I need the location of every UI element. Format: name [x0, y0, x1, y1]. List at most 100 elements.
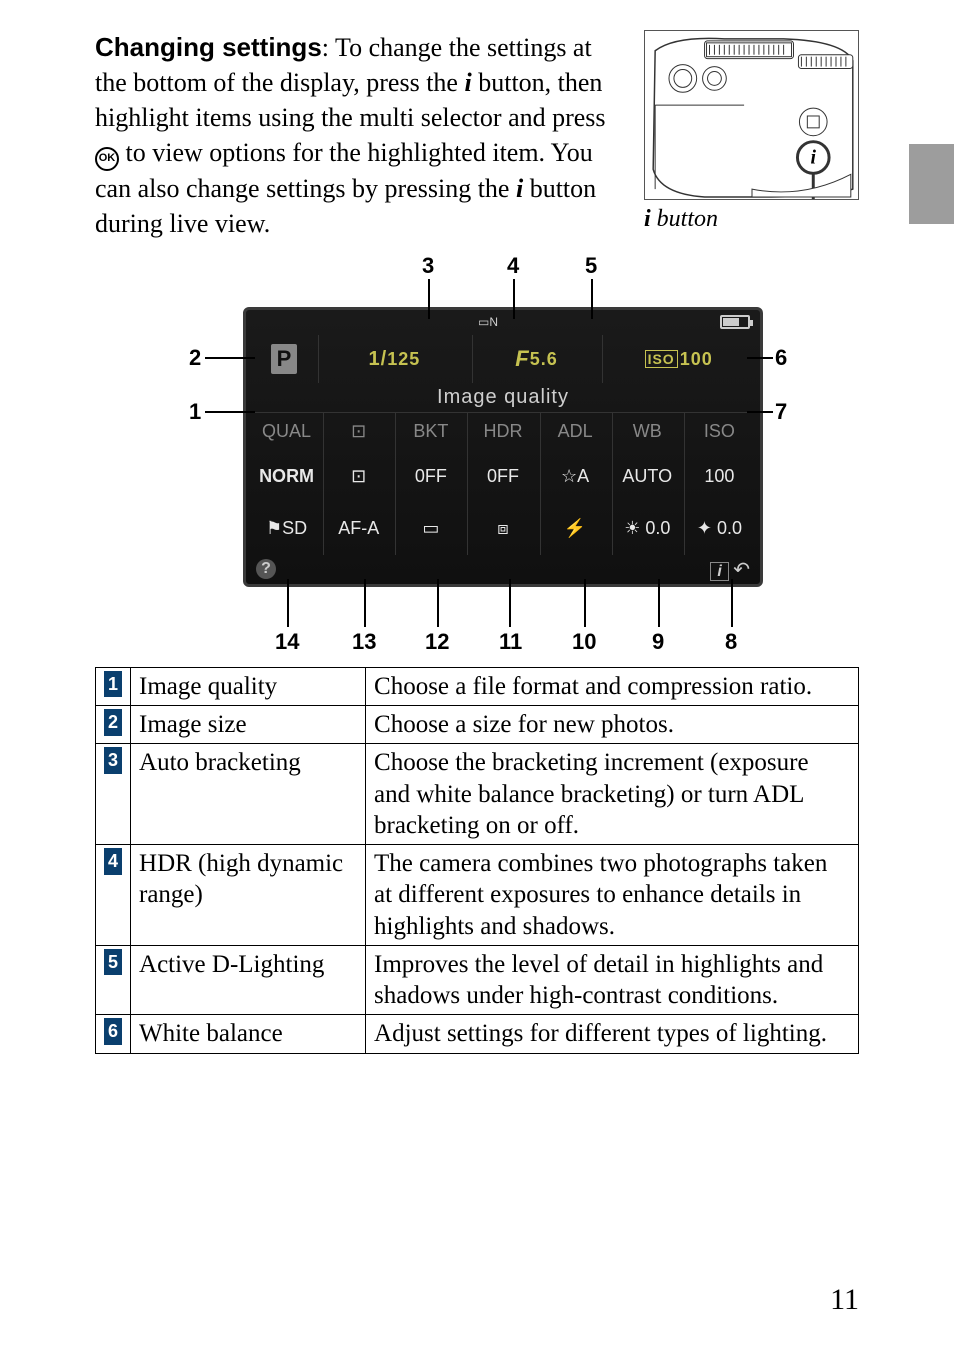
callout-9: 9	[652, 629, 664, 655]
lcd-iso: ISO100	[602, 335, 754, 383]
lead-5	[591, 279, 593, 319]
lcd-screen: ▭N P 1/125 F5.6 ISO100 Image quality QUA…	[243, 307, 763, 587]
row-num: 3	[96, 744, 131, 845]
r3-c4: 0FF	[467, 451, 537, 503]
callout-11: 11	[499, 629, 522, 655]
lcd-top-icon: ▭N	[478, 315, 498, 329]
ok-icon: OK	[95, 147, 119, 171]
section-tab	[909, 144, 954, 224]
help-icon: ?	[256, 559, 276, 579]
lcd-top-bar: ▭N	[246, 310, 760, 335]
row-name: Active D-Lighting	[131, 945, 366, 1015]
lead-13	[364, 579, 366, 627]
lcd-aperture: F5.6	[472, 335, 601, 383]
row-name: White balance	[131, 1015, 366, 1053]
mini-wb: WB	[612, 413, 682, 451]
mini-hdr: HDR	[467, 413, 537, 451]
lead-1	[205, 411, 255, 413]
lead-6	[747, 357, 773, 359]
lead-12	[437, 579, 439, 627]
camera-figure: i i button	[644, 30, 859, 241]
lcd-diagram: ▭N P 1/125 F5.6 ISO100 Image quality QUA…	[177, 259, 777, 659]
callout-12: 12	[425, 629, 449, 655]
lcd-exposure-row: P 1/125 F5.6 ISO100	[246, 335, 760, 383]
callout-6: 6	[775, 345, 787, 371]
callout-10: 10	[572, 629, 596, 655]
undo-icon: ↶	[733, 559, 750, 581]
row-desc: Choose the bracketing increment (exposur…	[366, 744, 859, 845]
mini-adl: ADL	[540, 413, 610, 451]
row-name: Image quality	[131, 667, 366, 705]
camera-caption: i button	[644, 206, 859, 233]
table-row: 5 Active D-Lighting Improves the level o…	[96, 945, 859, 1015]
row-name: Image size	[131, 706, 366, 744]
row-num: 4	[96, 845, 131, 946]
r3-c6: AUTO	[612, 451, 682, 503]
top-row: Changing settings: To change the setting…	[95, 30, 859, 241]
caption-text: button	[651, 206, 718, 232]
row-num: 5	[96, 945, 131, 1015]
row-desc: Choose a file format and compression rat…	[366, 667, 859, 705]
lead-3	[428, 279, 430, 319]
mini-qual: QUAL	[252, 413, 321, 451]
caption-i-glyph: i	[644, 206, 651, 232]
callout-4: 4	[507, 253, 519, 279]
svg-text:i: i	[811, 146, 817, 168]
i-glyph-1: i	[464, 68, 471, 97]
page-number: 11	[830, 1283, 859, 1317]
table-row: 6 White balance Adjust settings for diff…	[96, 1015, 859, 1053]
callout-13: 13	[352, 629, 376, 655]
callout-5: 5	[585, 253, 597, 279]
row-name: HDR (high dynamic range)	[131, 845, 366, 946]
r4-c2: AF-A	[323, 503, 393, 555]
lead-heading: Changing settings	[95, 32, 322, 62]
r4-c5: ⚡	[540, 503, 610, 555]
lcd-mode: P	[252, 335, 316, 383]
i-button-icon: i	[710, 562, 728, 581]
mini-size: ⊡	[323, 413, 393, 451]
mini-iso: ISO	[684, 413, 754, 451]
lead-9	[658, 579, 660, 627]
row-name: Auto bracketing	[131, 744, 366, 845]
lead-8	[731, 579, 733, 627]
r3-c1: NORM	[252, 451, 321, 503]
lcd-row4: ⚑SD AF-A ▭ ⧈ ⚡ ☀ 0.0 ✦ 0.0	[246, 503, 760, 555]
lead-2	[205, 357, 255, 359]
r4-c3: ▭	[395, 503, 465, 555]
lcd-center-label: Image quality	[246, 383, 760, 412]
lcd-row3: NORM ⊡ 0FF 0FF ☆A AUTO 100	[246, 451, 760, 503]
lead-10	[584, 579, 586, 627]
row-desc: Improves the level of detail in highligh…	[366, 945, 859, 1015]
callout-7: 7	[775, 399, 787, 425]
callout-14: 14	[275, 629, 299, 655]
row-desc: Choose a size for new photos.	[366, 706, 859, 744]
settings-table: 1 Image quality Choose a file format and…	[95, 667, 859, 1054]
row-desc: Adjust settings for different types of l…	[366, 1015, 859, 1053]
r3-c3: 0FF	[395, 451, 465, 503]
r4-c1: ⚑SD	[252, 503, 321, 555]
table-row: 2 Image size Choose a size for new photo…	[96, 706, 859, 744]
row-desc: The camera combines two photographs take…	[366, 845, 859, 946]
callout-3: 3	[422, 253, 434, 279]
lcd-shutter: 1/125	[318, 335, 470, 383]
lead-11	[509, 579, 511, 627]
lcd-mini-labels: QUAL ⊡ BKT HDR ADL WB ISO	[246, 412, 760, 451]
r4-c6: ☀ 0.0	[612, 503, 682, 555]
camera-illustration: i	[644, 30, 859, 200]
table-row: 4 HDR (high dynamic range) The camera co…	[96, 845, 859, 946]
table-row: 1 Image quality Choose a file format and…	[96, 667, 859, 705]
lcd-bottom-bar: ? i ↶	[246, 555, 760, 584]
table-row: 3 Auto bracketing Choose the bracketing …	[96, 744, 859, 845]
r3-c5: ☆A	[540, 451, 610, 503]
row-num: 6	[96, 1015, 131, 1053]
lead-7	[747, 411, 773, 413]
lead-14	[287, 579, 289, 627]
mini-bkt: BKT	[395, 413, 465, 451]
intro-paragraph: Changing settings: To change the setting…	[95, 30, 626, 241]
callout-8: 8	[725, 629, 737, 655]
lead-4	[513, 279, 515, 319]
row-num: 1	[96, 667, 131, 705]
r3-c2: ⊡	[323, 451, 393, 503]
r3-c7: 100	[684, 451, 754, 503]
row-num: 2	[96, 706, 131, 744]
